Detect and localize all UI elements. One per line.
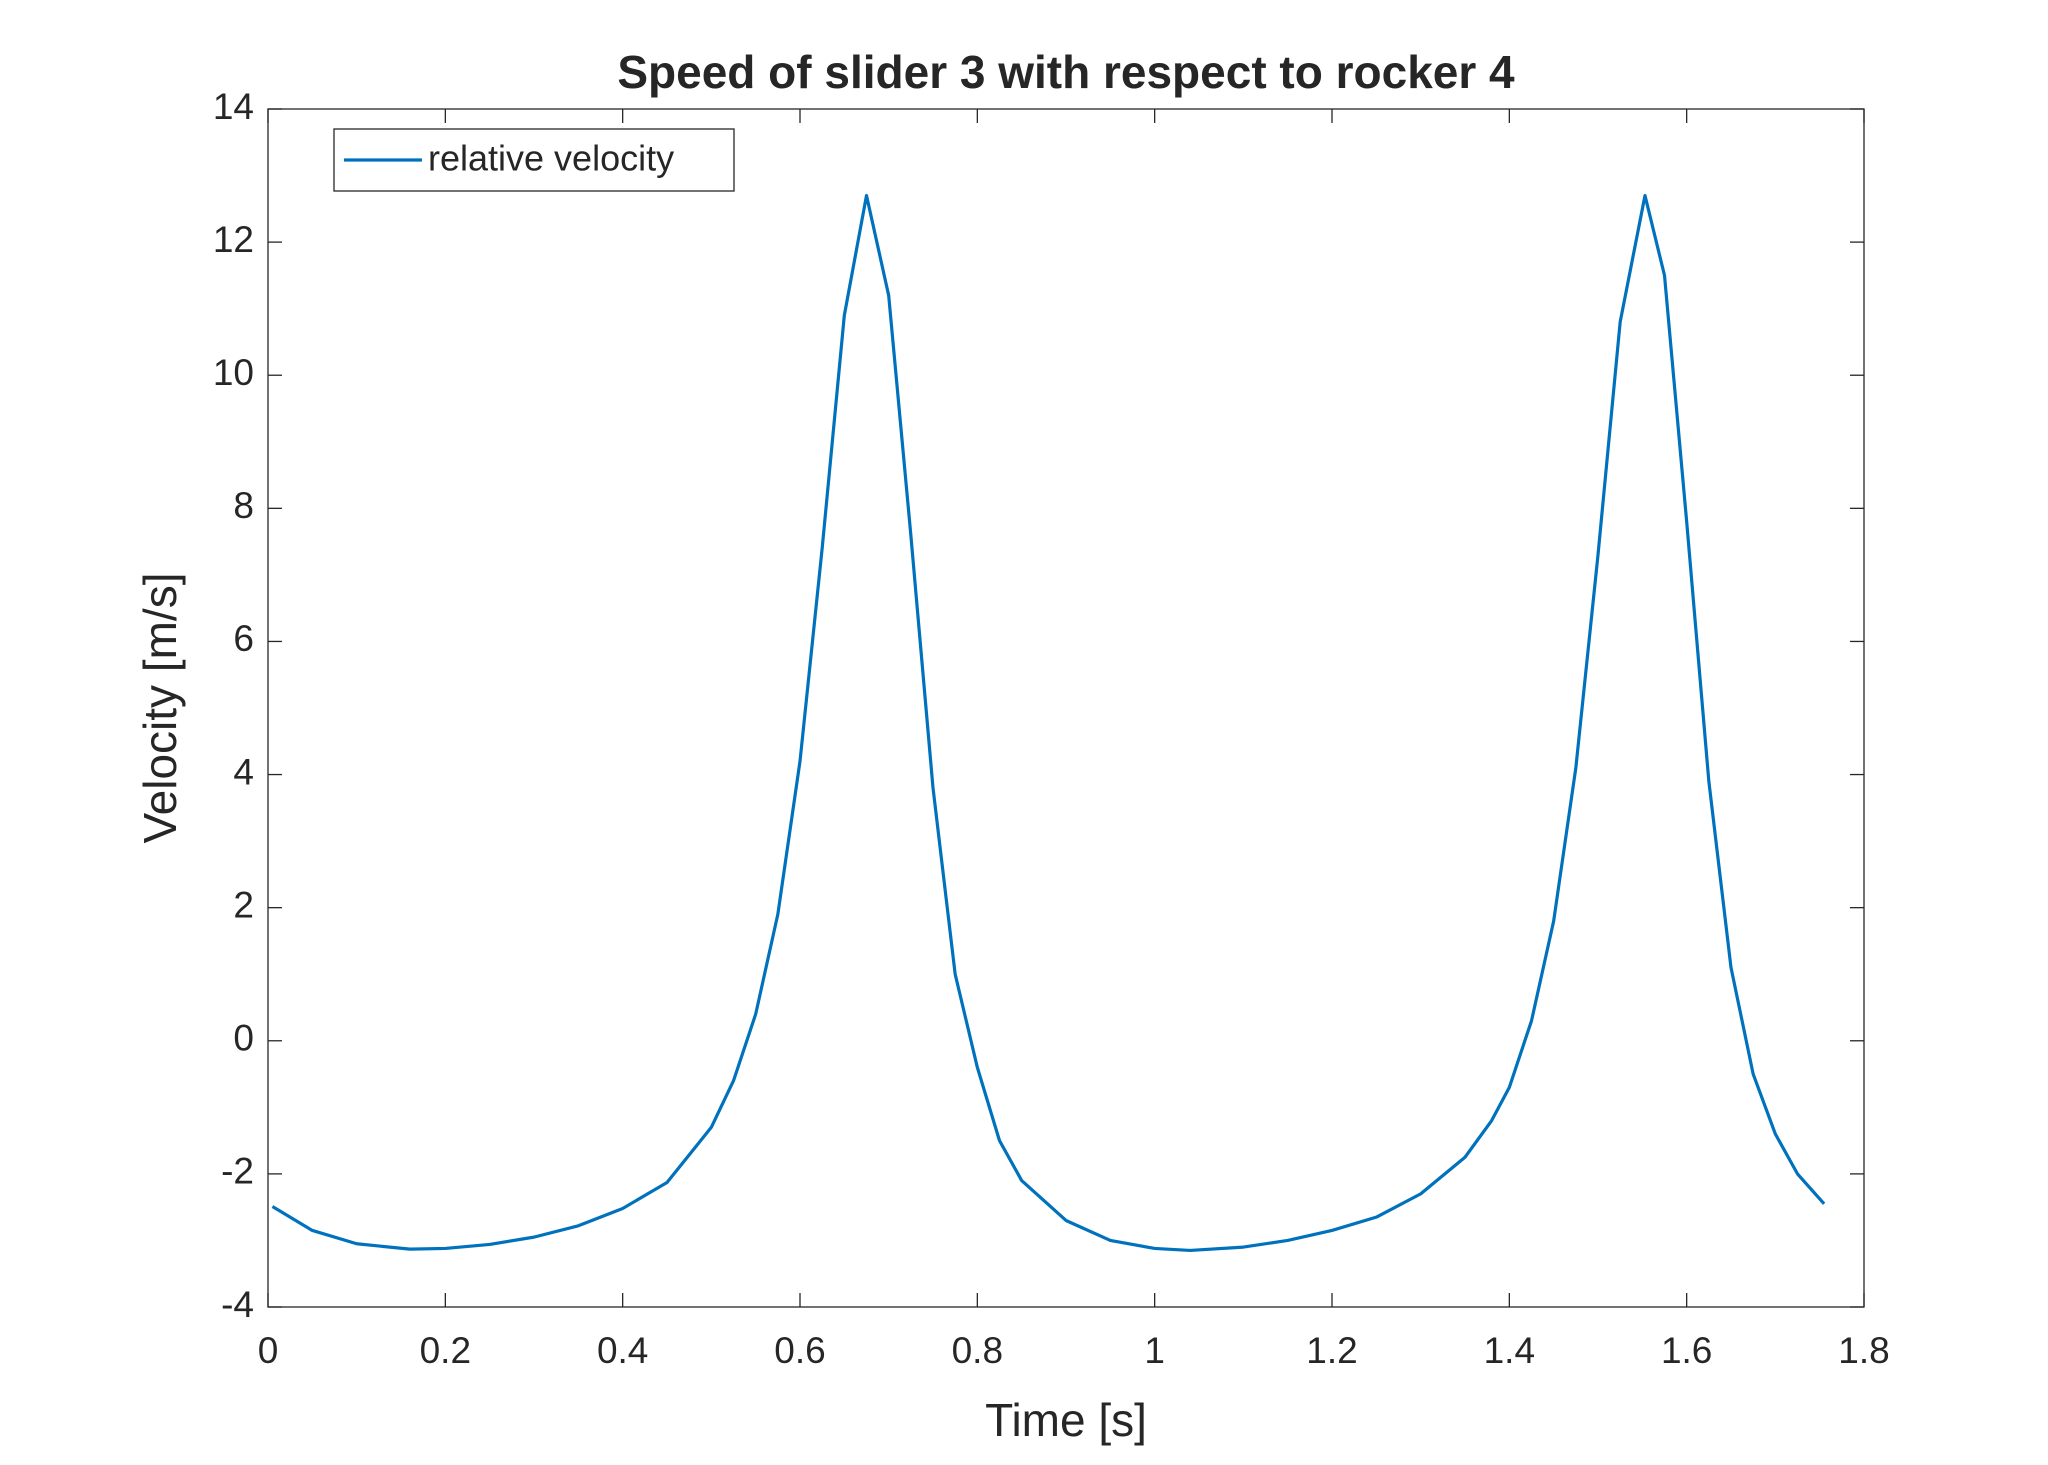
y-tick-label: 14 <box>213 86 254 127</box>
x-tick-label: 0.4 <box>597 1330 648 1371</box>
y-tick-label: -4 <box>221 1284 254 1325</box>
x-tick-label: 1.4 <box>1484 1330 1535 1371</box>
y-tick-label: 2 <box>233 884 254 925</box>
x-tick-label: 0.8 <box>952 1330 1003 1371</box>
x-tick-label: 1.8 <box>1838 1330 1889 1371</box>
x-tick-label: 0.6 <box>774 1330 825 1371</box>
chart-title: Speed of slider 3 with respect to rocker… <box>617 46 1515 98</box>
legend-label: relative velocity <box>428 138 674 179</box>
y-tick-label: 10 <box>213 352 254 393</box>
y-tick-label: 6 <box>233 618 254 659</box>
plot-frame <box>267 108 1865 1308</box>
y-tick-label: 8 <box>233 485 254 526</box>
x-tick-label: 0.2 <box>420 1330 471 1371</box>
y-tick-label: 12 <box>213 219 254 260</box>
x-tick-label: 0 <box>258 1330 279 1371</box>
x-tick-label: 1.2 <box>1306 1330 1357 1371</box>
y-axis-label: Velocity [m/s] <box>134 573 186 844</box>
data-line <box>271 193 1826 1253</box>
y-tick-label: 4 <box>233 751 254 792</box>
x-tick-label: 1.6 <box>1661 1330 1712 1371</box>
y-tick-label: 0 <box>233 1018 254 1059</box>
y-tick-label: -2 <box>221 1151 254 1192</box>
x-tick-label: 1 <box>1144 1330 1165 1371</box>
x-axis-label: Time [s] <box>985 1394 1147 1446</box>
